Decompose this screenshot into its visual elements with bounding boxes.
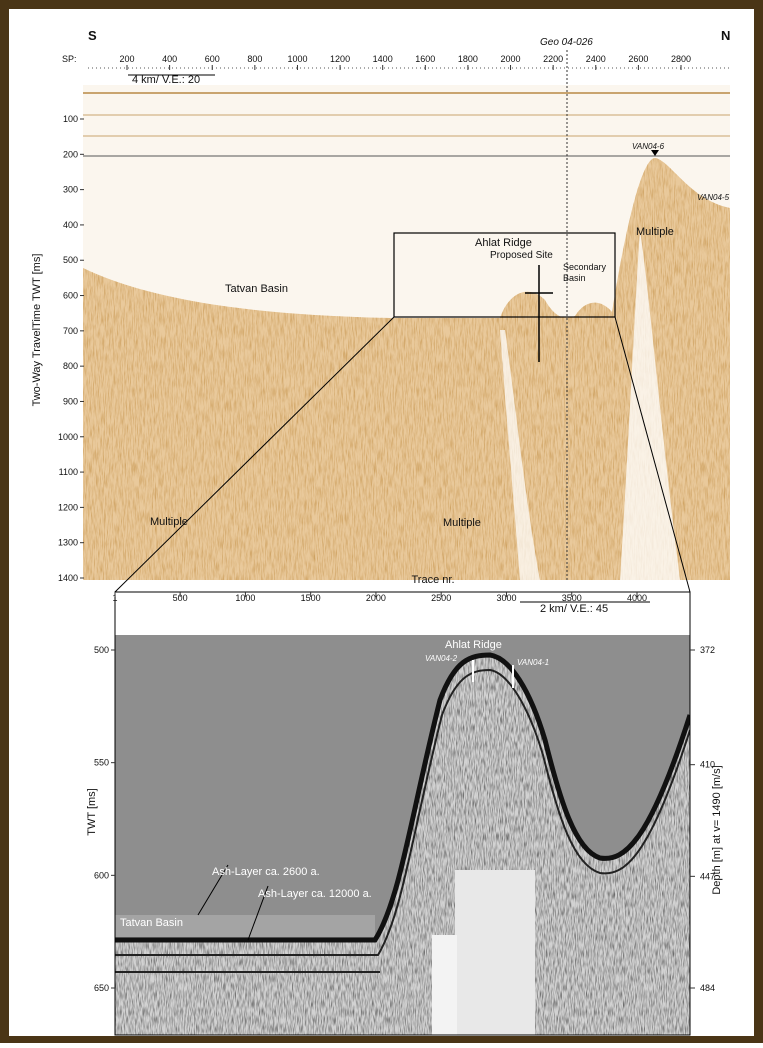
annotation: Multiple xyxy=(443,517,481,529)
y2-tick-label: 447 xyxy=(700,871,715,881)
x-tick-label: 2600 xyxy=(628,54,648,64)
y-tick-label: 800 xyxy=(63,361,78,371)
annotation: Multiple xyxy=(636,226,674,238)
annotation: VAN04-5 xyxy=(697,193,730,202)
y-axis-title: TWT [ms] xyxy=(86,788,98,835)
x-tick-label: 1000 xyxy=(287,54,307,64)
x-tick-label: 800 xyxy=(247,54,262,64)
y-tick-label: 1200 xyxy=(58,502,78,512)
y-tick-label: 600 xyxy=(94,870,109,880)
annotation: Proposed Site xyxy=(490,250,553,261)
y-tick-label: 600 xyxy=(63,291,78,301)
annotation: Ahlat Ridge xyxy=(475,237,532,249)
y-tick-label: 400 xyxy=(63,220,78,230)
x-tick-label: 1400 xyxy=(373,54,393,64)
y-tick-label: 550 xyxy=(94,758,109,768)
y-axis-title: Two-Way TravelTime TWT [ms] xyxy=(31,254,43,407)
x-tick-label: 1600 xyxy=(415,54,435,64)
annotation: VAN04-1 xyxy=(517,658,549,667)
y-tick-label: 300 xyxy=(63,185,78,195)
y-tick-label: 900 xyxy=(63,396,78,406)
direction-label: S xyxy=(88,28,97,43)
seismic-image-zoom xyxy=(115,635,690,1035)
sp-label: SP: xyxy=(62,54,77,64)
x-tick-label: 1800 xyxy=(458,54,478,64)
direction-label: N xyxy=(721,28,730,43)
annotation: Ash-Layer ca. 2600 a. xyxy=(212,866,320,878)
annotation: Basin xyxy=(563,273,586,283)
x-tick-label: 600 xyxy=(205,54,220,64)
annotation: Tatvan Basin xyxy=(120,917,183,929)
seismic-image xyxy=(83,85,730,580)
y-tick-label: 500 xyxy=(94,645,109,655)
scale-bar-label: 4 km/ V.E.: 20 xyxy=(132,74,200,86)
annotation: Secondary xyxy=(563,262,607,272)
y-tick-label: 1400 xyxy=(58,573,78,583)
y-tick-label: 1000 xyxy=(58,432,78,442)
profile-label: Geo 04-026 xyxy=(540,37,593,48)
annotation: Multiple xyxy=(150,516,188,528)
x-tick-label: 2400 xyxy=(586,54,606,64)
y-tick-label: 100 xyxy=(63,114,78,124)
annotation: Ahlat Ridge xyxy=(445,639,502,651)
figure: S N Geo 04-026 SP: 4 km/ V.E.: 20 Two-Wa… xyxy=(0,0,763,1043)
x-tick-label: 400 xyxy=(162,54,177,64)
x-tick-label: 2800 xyxy=(671,54,691,64)
annotation: Tatvan Basin xyxy=(225,283,288,295)
x-tick-label: 200 xyxy=(119,54,134,64)
y-tick-label: 200 xyxy=(63,149,78,159)
scale-bar-label: 2 km/ V.E.: 45 xyxy=(540,603,608,615)
y-tick-label: 1300 xyxy=(58,538,78,548)
x-axis-title: Trace nr. xyxy=(412,574,455,586)
y2-tick-label: 372 xyxy=(700,645,715,655)
x-tick-label: 1200 xyxy=(330,54,350,64)
annotation: VAN04-6 xyxy=(632,142,665,151)
y2-tick-label: 410 xyxy=(700,760,715,770)
y2-tick-label: 484 xyxy=(700,983,715,993)
annotation: VAN04-2 xyxy=(425,654,458,663)
y-tick-label: 700 xyxy=(63,326,78,336)
y-tick-label: 1100 xyxy=(59,467,78,477)
y-tick-label: 650 xyxy=(94,983,109,993)
y-tick-label: 500 xyxy=(63,255,78,265)
x-tick-label: 2000 xyxy=(501,54,521,64)
annotation: Ash-Layer ca. 12000 a. xyxy=(258,888,372,900)
x-tick-label: 2200 xyxy=(543,54,563,64)
